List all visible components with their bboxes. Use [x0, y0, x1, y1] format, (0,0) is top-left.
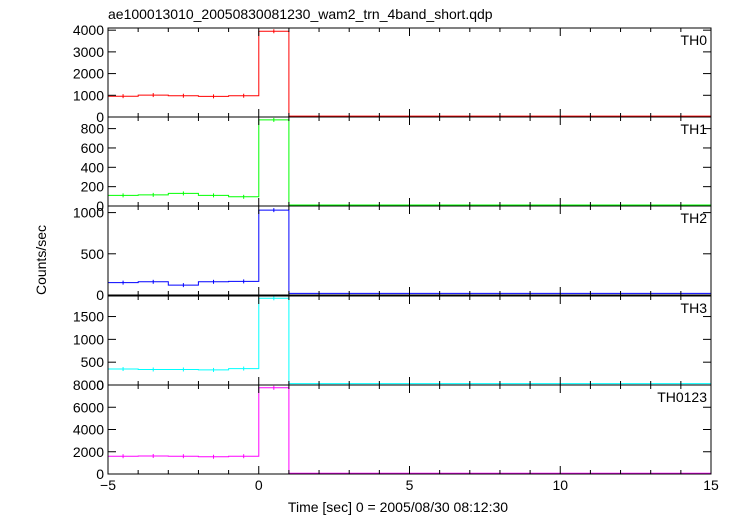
y-tick-label: 4000	[73, 422, 104, 438]
y-tick-label: 2000	[73, 66, 104, 82]
y-tick-label: 600	[81, 140, 105, 156]
panel-th0: 0 1000 2000 3000 4000 TH0	[73, 22, 712, 125]
x-axis: −5 0 5 10 15	[100, 477, 719, 493]
y-tick-label: 8000	[73, 377, 104, 393]
y-tick-label: 4000	[73, 22, 104, 38]
y-tick-label: 2000	[73, 444, 104, 460]
panel-th1: 0 200 400 600 800 TH1	[81, 116, 712, 214]
series-th0	[108, 30, 711, 117]
x-tick-label: −5	[100, 477, 116, 493]
y-tick-label: 1000	[73, 87, 104, 103]
x-tick-label: 5	[406, 477, 414, 493]
y-tick-label: 1000	[73, 331, 104, 347]
y-tick-label: 1000	[73, 205, 104, 221]
y-tick-label: 400	[81, 159, 105, 175]
panel-label: TH1	[681, 121, 708, 137]
panel-frame	[107, 27, 712, 118]
panel-th2: 0 500 1000 TH2	[73, 205, 712, 303]
panel-label: TH0	[681, 32, 708, 48]
y-tick-label: 0	[96, 198, 104, 214]
y-tick-label: 200	[81, 179, 105, 195]
panel-frame	[107, 116, 712, 207]
x-tick-label: 15	[703, 477, 719, 493]
y-tick-label: 0	[96, 377, 104, 393]
panel-frame	[107, 384, 712, 475]
y-tick-label: 3000	[73, 44, 104, 60]
chart-title: ae100013010_20050830081230_wam2_trn_4ban…	[108, 6, 493, 22]
x-tick-label: 0	[255, 477, 263, 493]
panel-label: TH0123	[657, 389, 707, 405]
y-tick-label: 0	[96, 466, 104, 482]
y-tick-label: 1500	[73, 309, 104, 325]
panel-th0123: 0 2000 4000 6000 8000 TH0123	[73, 377, 712, 482]
series-th1	[108, 119, 711, 206]
x-axis-label: Time [sec] 0 = 2005/08/30 08:12:30	[288, 499, 508, 515]
y-tick-label: 0	[96, 287, 104, 303]
y-axis-label: Counts/sec	[33, 225, 49, 295]
series-th2	[108, 209, 711, 294]
y-tick-label: 0	[96, 109, 104, 125]
y-tick-label: 6000	[73, 399, 104, 415]
series-th0123	[108, 387, 711, 474]
panel-th3: 0 500 1000 1500 TH3	[73, 295, 712, 393]
series-th3	[108, 297, 711, 385]
panel-label: TH2	[681, 210, 708, 226]
y-tick-label: 800	[81, 121, 105, 137]
y-tick-label: 500	[81, 246, 105, 262]
y-tick-label: 500	[81, 354, 105, 370]
x-tick-label: 10	[552, 477, 568, 493]
panel-frame	[107, 295, 712, 386]
panel-label: TH3	[681, 300, 708, 316]
